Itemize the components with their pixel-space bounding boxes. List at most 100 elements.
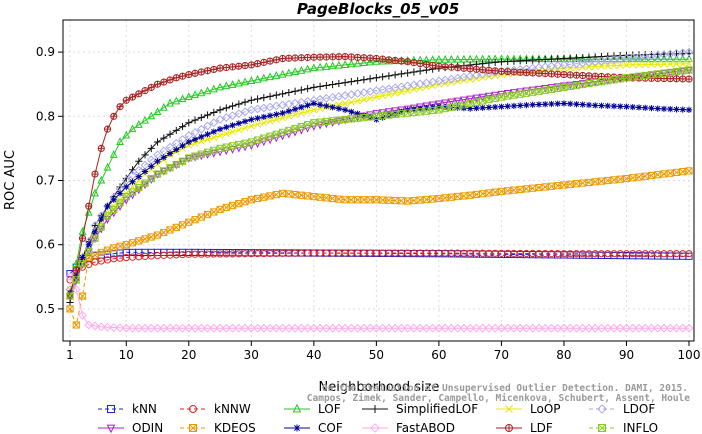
data-point xyxy=(315,323,325,333)
data-point xyxy=(129,178,136,185)
data-point xyxy=(440,323,450,333)
series-simplifiedlof xyxy=(66,49,693,307)
data-point xyxy=(666,69,675,78)
data-point xyxy=(397,70,405,78)
data-point xyxy=(291,67,299,76)
data-point xyxy=(122,192,130,201)
data-point xyxy=(322,194,330,202)
data-point xyxy=(247,122,255,130)
legend-label: LoOP xyxy=(530,402,561,416)
data-point xyxy=(65,272,75,282)
data-point xyxy=(610,76,618,84)
data-point xyxy=(166,164,174,173)
data-point xyxy=(73,267,80,274)
data-point xyxy=(210,146,218,154)
data-point xyxy=(616,175,624,183)
data-point xyxy=(547,55,556,63)
data-point xyxy=(528,323,538,333)
series-line xyxy=(69,170,690,327)
data-point xyxy=(384,56,393,65)
data-point xyxy=(442,63,449,70)
data-point xyxy=(347,59,356,68)
data-point xyxy=(191,116,199,124)
data-point xyxy=(265,323,275,333)
data-point xyxy=(322,62,331,70)
data-point xyxy=(185,138,192,146)
data-point xyxy=(478,323,488,333)
data-point xyxy=(421,323,431,333)
data-point xyxy=(140,323,150,333)
data-point xyxy=(598,102,605,109)
data-point xyxy=(460,65,468,72)
data-point xyxy=(329,104,336,111)
data-point xyxy=(85,241,92,248)
data-point xyxy=(303,64,312,73)
data-point xyxy=(370,423,380,433)
data-point xyxy=(604,102,611,109)
data-point xyxy=(529,69,536,77)
data-point xyxy=(91,221,99,230)
data-point xyxy=(653,323,663,333)
data-point xyxy=(522,89,530,97)
data-point xyxy=(66,292,74,300)
data-point xyxy=(297,126,306,135)
data-point xyxy=(347,196,355,204)
data-point xyxy=(235,63,242,70)
data-point xyxy=(579,179,587,187)
data-point xyxy=(166,98,174,107)
data-point xyxy=(110,244,118,252)
data-point xyxy=(529,88,537,96)
data-point xyxy=(685,167,693,175)
data-point xyxy=(673,68,680,76)
data-point xyxy=(354,97,362,105)
data-point xyxy=(304,192,312,200)
data-point xyxy=(566,180,574,188)
data-point xyxy=(235,120,242,127)
data-point xyxy=(504,92,512,100)
data-point xyxy=(329,53,336,60)
data-point xyxy=(134,120,143,128)
data-point xyxy=(353,323,363,333)
data-point xyxy=(622,323,631,333)
data-point xyxy=(454,64,461,71)
credit-line-1: Campos, Zimek, Sander, Campello, Micenko… xyxy=(307,393,690,404)
data-point xyxy=(522,323,531,333)
x-ticks: 1 10 20 30 40 50 60 70 80 90 100 xyxy=(66,341,700,362)
y-tick-label: 0.5 xyxy=(36,302,55,316)
data-point xyxy=(210,108,218,117)
data-point xyxy=(216,65,224,72)
data-point xyxy=(97,175,106,184)
data-point xyxy=(222,81,231,90)
data-point xyxy=(104,126,111,133)
data-point xyxy=(685,66,693,74)
data-point xyxy=(216,144,224,152)
data-point xyxy=(304,108,312,115)
data-point xyxy=(498,103,505,110)
data-point xyxy=(84,248,93,256)
data-point xyxy=(673,75,680,82)
data-point xyxy=(578,80,587,88)
data-point xyxy=(334,323,344,333)
data-point xyxy=(665,323,675,333)
data-point xyxy=(435,195,443,202)
data-point xyxy=(667,106,674,113)
data-point xyxy=(679,106,686,113)
data-point xyxy=(141,179,149,187)
data-point xyxy=(567,71,574,78)
data-point xyxy=(103,322,112,332)
data-point xyxy=(678,54,687,63)
data-point xyxy=(585,80,593,88)
data-point xyxy=(260,134,268,142)
data-point xyxy=(673,168,680,176)
data-point xyxy=(235,100,243,108)
data-point xyxy=(535,87,543,95)
data-point xyxy=(535,56,543,64)
data-point xyxy=(291,54,299,62)
data-point xyxy=(554,84,562,92)
data-point xyxy=(660,60,668,68)
data-point xyxy=(504,103,511,110)
data-point xyxy=(542,101,549,108)
data-point xyxy=(679,67,687,75)
data-point xyxy=(165,323,175,333)
data-point xyxy=(122,130,131,139)
